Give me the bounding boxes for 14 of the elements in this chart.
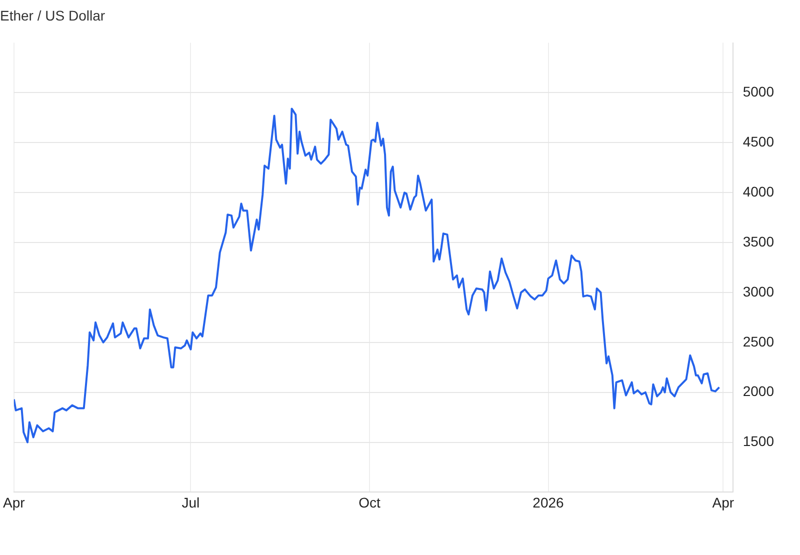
x-tick-label: Oct bbox=[358, 494, 380, 510]
y-tick-label: 2000 bbox=[742, 383, 774, 400]
y-tick-label: 3000 bbox=[742, 283, 774, 300]
x-tick-label: Apr bbox=[712, 494, 734, 510]
y-tick-label: 4000 bbox=[742, 183, 774, 200]
y-tick-label: 1500 bbox=[742, 433, 774, 450]
y-tick-label: 5000 bbox=[742, 84, 774, 100]
y-tick-label: 2500 bbox=[742, 333, 774, 350]
x-tick-label: 2026 bbox=[532, 494, 564, 510]
y-tick-label: 4500 bbox=[742, 134, 774, 150]
chart-title: Ether / US Dollar bbox=[0, 7, 106, 24]
y-tick-label: 3500 bbox=[742, 233, 774, 250]
x-tick-label: Apr bbox=[2, 494, 26, 510]
x-tick-label: Jul bbox=[182, 494, 200, 510]
